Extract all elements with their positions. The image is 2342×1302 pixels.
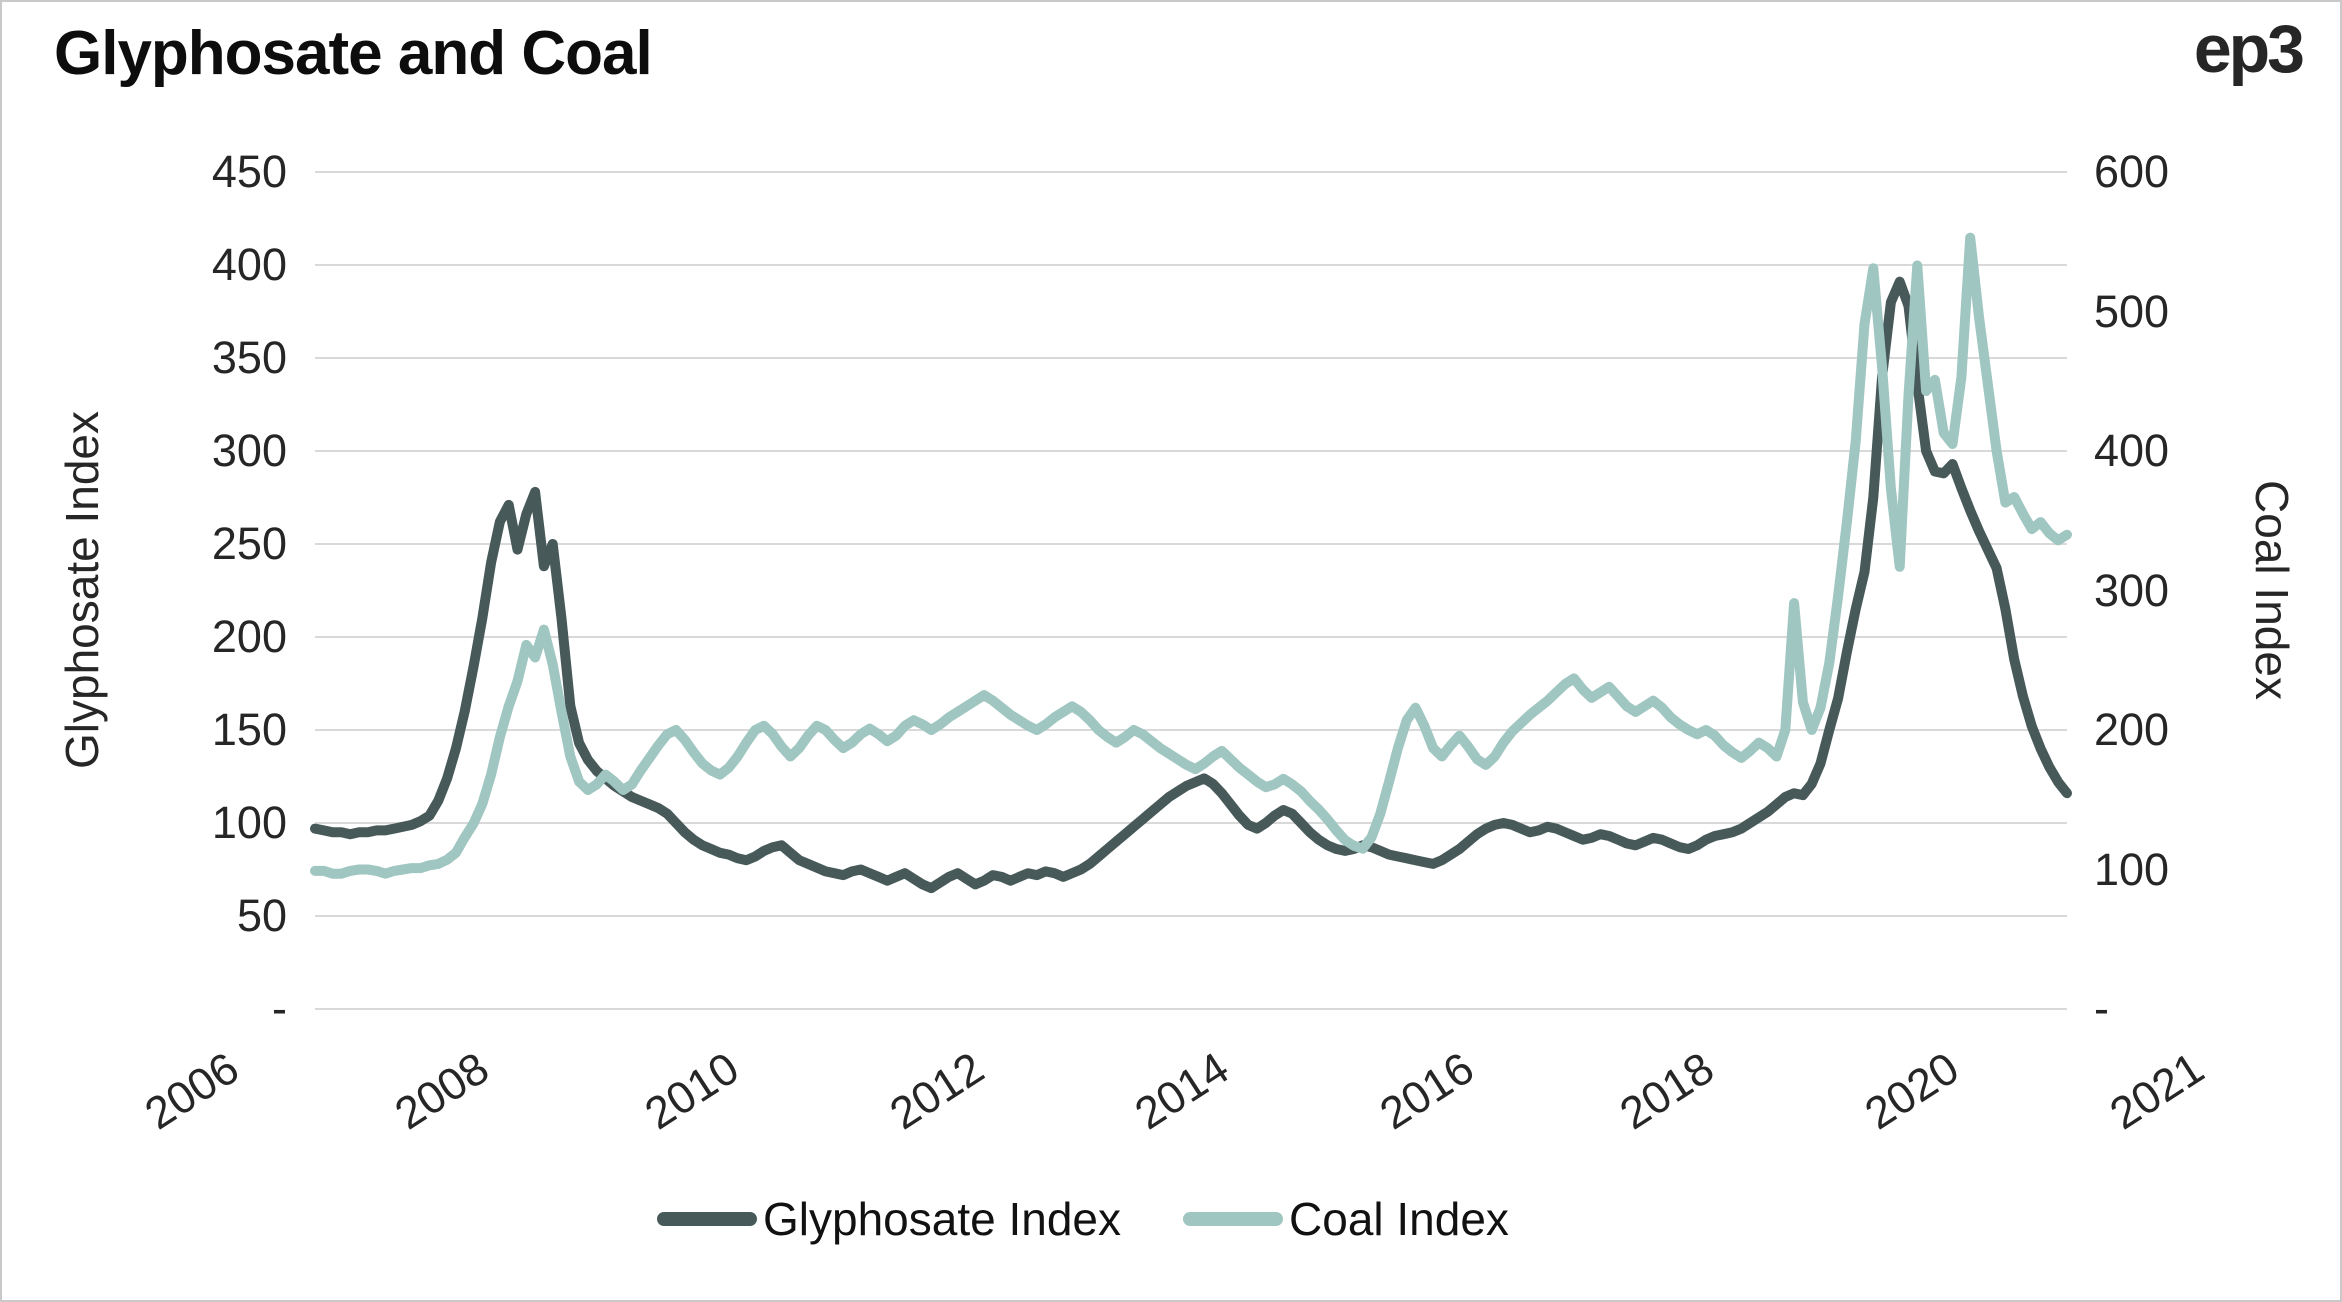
legend-item-glyphosate: Glyphosate Index	[657, 1192, 1121, 1246]
glyphosate-legend-label: Glyphosate Index	[763, 1193, 1122, 1245]
chart-title: Glyphosate and Coal	[54, 19, 653, 88]
right-axis-tick: 100	[2094, 843, 2170, 895]
glyphosate-line-series	[310, 276, 2072, 894]
coal-line-series	[310, 232, 2072, 879]
right-axis-tick: 400	[2094, 425, 2170, 476]
left-axis-tick: 300	[211, 425, 287, 476]
left-axis-tick: 350	[211, 332, 287, 383]
legend-item-coal: Coal Index	[1183, 1192, 1509, 1246]
ep3-logo: ep3	[2193, 11, 2305, 87]
coal-legend-label: Coal Index	[1289, 1193, 1509, 1245]
left-axis-tick: 400	[211, 239, 287, 290]
left-axis-tick: 250	[211, 518, 287, 569]
right-axis-tick: 200	[2094, 704, 2170, 755]
gridlines	[315, 171, 2067, 1010]
left-axis-tick: -	[272, 983, 287, 1034]
coal-legend-swatch	[1183, 1212, 1284, 1226]
right-axis-tick: 300	[2094, 564, 2170, 616]
left-axis-tick: 200	[211, 611, 287, 662]
glyphosate-legend-swatch	[657, 1212, 757, 1226]
right-axis-tick: -	[2094, 983, 2109, 1034]
right-axis-tick: 500	[2094, 285, 2170, 337]
right-axis-tick: 600	[2094, 146, 2170, 197]
left-axis-tick: 450	[211, 146, 287, 197]
legend: Glyphosate Index Coal Index	[657, 1190, 1509, 1248]
left-axis-tick: 100	[211, 797, 287, 848]
left-axis-tick: 150	[211, 704, 287, 755]
left-axis-title: Glyphosate Index	[56, 411, 108, 770]
left-axis-tick: 50	[236, 890, 287, 941]
